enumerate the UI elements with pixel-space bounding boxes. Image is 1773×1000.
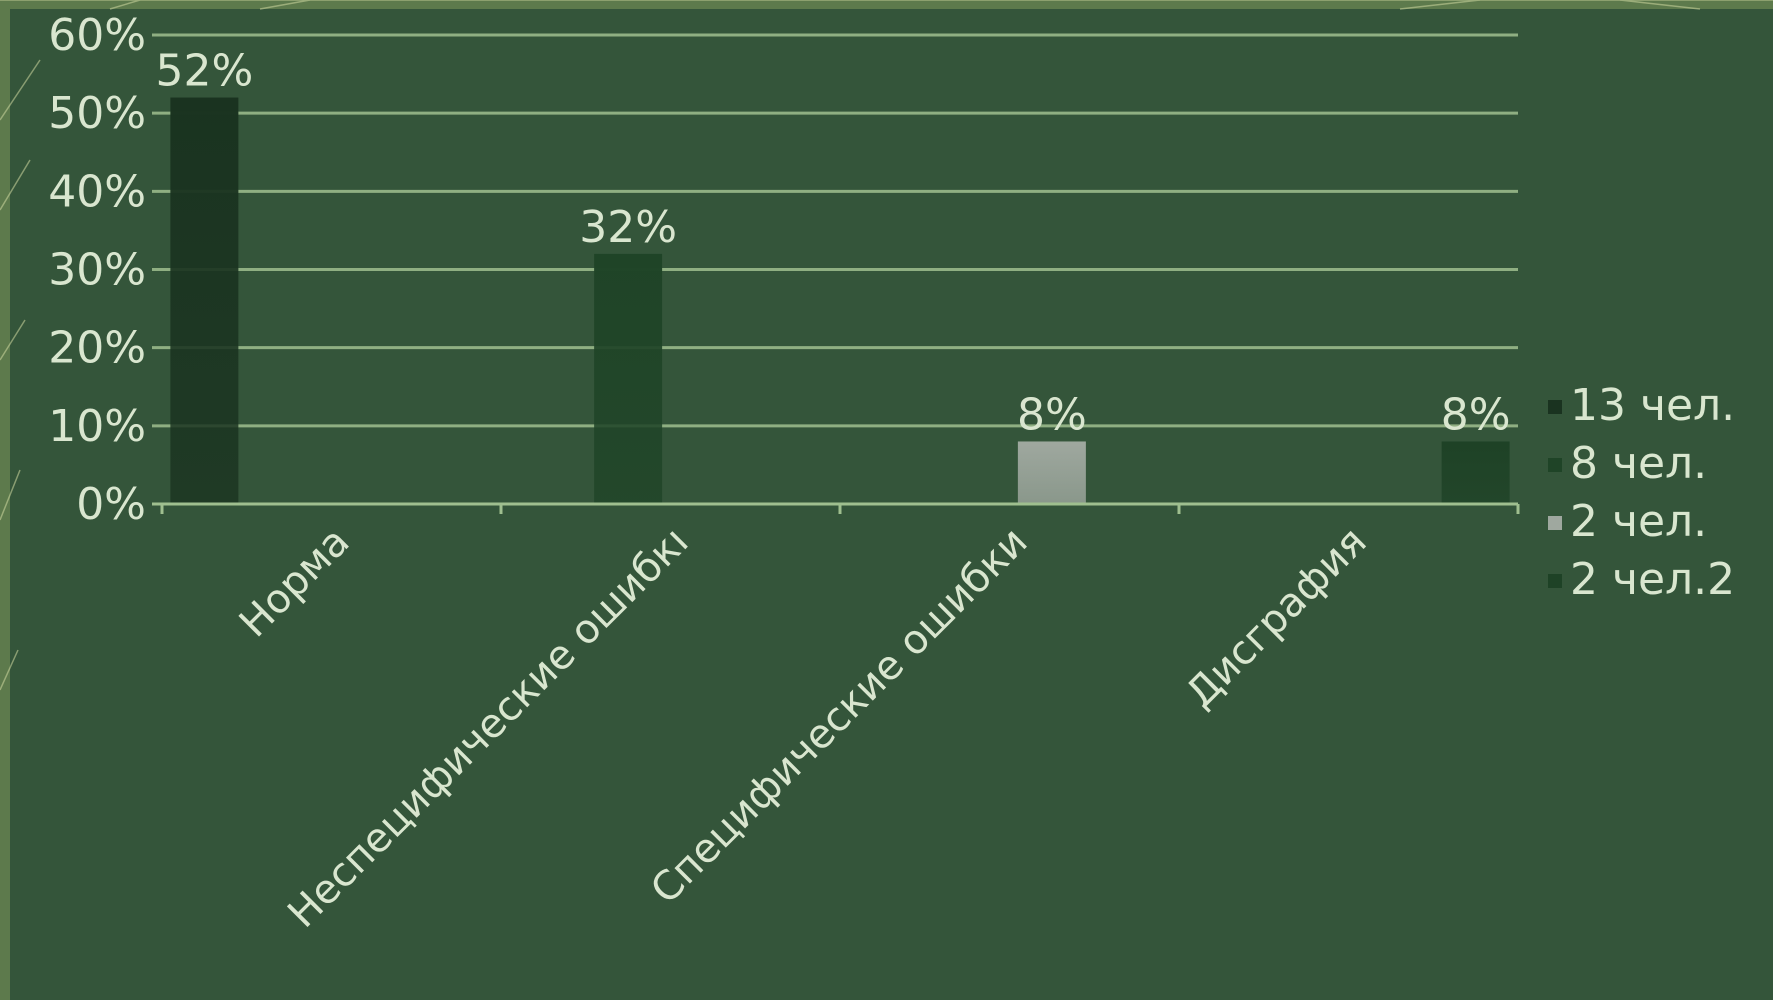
- y-tick-label: 10%: [48, 401, 146, 452]
- bars: [170, 97, 1510, 505]
- legend-swatch: [1548, 574, 1562, 588]
- bar: [1441, 441, 1510, 504]
- legend-label: 8 чел.: [1570, 438, 1707, 489]
- data-label: 32%: [579, 202, 677, 253]
- gridlines: [152, 33, 1518, 428]
- y-tick-label: 0%: [76, 479, 146, 530]
- data-label: 52%: [155, 46, 253, 97]
- legend-label: 13 чел.: [1570, 380, 1735, 431]
- y-tick-label: 30%: [48, 245, 146, 296]
- bar: [170, 97, 239, 505]
- bar: [594, 253, 663, 504]
- data-label: 8%: [1017, 389, 1087, 440]
- y-tick-label: 20%: [48, 323, 146, 374]
- bar: [1017, 441, 1086, 504]
- y-tick-label: 50%: [48, 88, 146, 139]
- legend-swatch: [1548, 516, 1562, 530]
- slide-top-border: [0, 0, 1773, 9]
- slide-left-border: [0, 0, 10, 1000]
- data-labels: 52% 32% 8% 8%: [155, 46, 1510, 441]
- legend-swatch: [1548, 458, 1562, 472]
- decorative-frame-lines: [0, 0, 1773, 691]
- y-tick-label: 40%: [48, 166, 146, 217]
- legend-label: 2 чел.: [1570, 496, 1707, 547]
- legend-label: 2 чел.2: [1570, 554, 1735, 605]
- y-tick-label: 60%: [48, 10, 146, 61]
- y-axis-tick-labels: 0% 10% 20% 30% 40% 50% 60%: [48, 10, 146, 530]
- data-label: 8%: [1441, 389, 1511, 440]
- legend: 13 чел. 8 чел. 2 чел. 2 чел.2: [1548, 380, 1735, 605]
- x-axis: [152, 502, 1520, 514]
- legend-swatch: [1548, 400, 1562, 414]
